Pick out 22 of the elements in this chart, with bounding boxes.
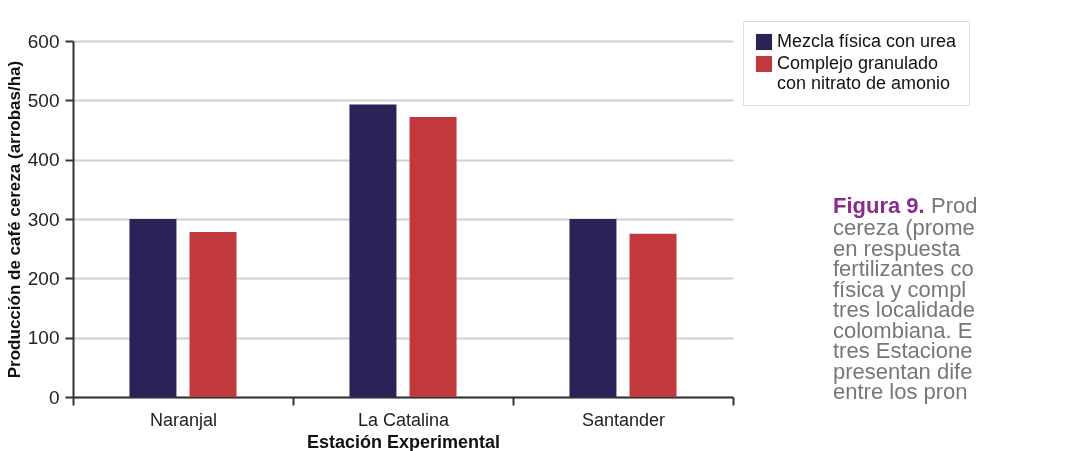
y-tick-label: 300 <box>27 208 60 230</box>
x-tick-label: Naranjal <box>149 409 218 430</box>
text: Figura 9. <box>833 193 925 218</box>
y-tick-label: 600 <box>27 30 60 52</box>
y-axis-title: Producción de café cereza (arrobas/ha) <box>4 60 24 379</box>
text: Prod <box>931 193 978 218</box>
bar <box>569 219 617 397</box>
x-tick-label: La Catalina <box>357 409 451 430</box>
bar <box>189 232 237 397</box>
bar <box>129 219 177 397</box>
y-tick-label: 500 <box>27 89 60 111</box>
legend-label: Mezcla física con urea <box>777 31 958 51</box>
x-tick-label: Santander <box>581 409 666 430</box>
x-axis-title: Estación Experimental <box>306 431 501 451</box>
y-tick-label: 100 <box>27 327 60 349</box>
y-tick-label: 400 <box>27 149 60 171</box>
y-tick-label: 200 <box>27 267 60 289</box>
legend-label: Complejo granulado con nitrato de amonio <box>777 53 951 93</box>
bar <box>629 233 677 397</box>
y-tick-label: 0 <box>48 386 60 408</box>
bar <box>409 116 457 397</box>
bar <box>349 104 397 397</box>
